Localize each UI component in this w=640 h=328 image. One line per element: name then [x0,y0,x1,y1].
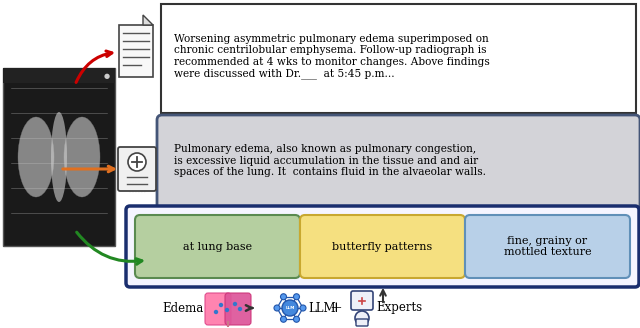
Circle shape [294,294,300,300]
Circle shape [214,310,218,314]
FancyBboxPatch shape [135,215,300,278]
Circle shape [238,307,242,311]
Text: fine, grainy or
mottled texture: fine, grainy or mottled texture [504,236,591,257]
Text: LLM: LLM [285,306,294,310]
Circle shape [294,316,300,322]
Circle shape [219,303,223,307]
FancyBboxPatch shape [3,68,115,83]
Text: Experts: Experts [376,301,422,315]
Text: +: + [330,301,342,315]
FancyBboxPatch shape [356,319,368,326]
Polygon shape [143,15,153,25]
Circle shape [128,153,146,171]
Text: Edema: Edema [162,301,204,315]
Circle shape [274,305,280,311]
FancyBboxPatch shape [118,147,156,191]
FancyBboxPatch shape [126,206,639,287]
Circle shape [280,294,287,300]
Ellipse shape [64,117,100,197]
Text: butterfly patterns: butterfly patterns [332,241,433,252]
FancyBboxPatch shape [465,215,630,278]
FancyBboxPatch shape [351,291,373,310]
Circle shape [280,316,287,322]
FancyBboxPatch shape [225,293,251,325]
FancyBboxPatch shape [161,4,636,113]
FancyBboxPatch shape [300,215,465,278]
Circle shape [233,302,237,306]
Ellipse shape [51,112,67,202]
FancyBboxPatch shape [157,115,640,210]
Circle shape [300,305,306,311]
Text: Worsening asymmetric pulmonary edema superimposed on
chronic centrilobular emphy: Worsening asymmetric pulmonary edema sup… [174,34,490,79]
Circle shape [355,311,369,325]
Ellipse shape [18,117,54,197]
Text: Pulmonary edema, also known as pulmonary congestion,
is excessive liquid accumul: Pulmonary edema, also known as pulmonary… [174,144,486,177]
FancyBboxPatch shape [205,293,231,325]
Text: LLM: LLM [308,301,335,315]
FancyBboxPatch shape [3,68,115,246]
Text: ●: ● [104,73,110,79]
Circle shape [225,308,229,312]
Circle shape [282,300,298,316]
FancyBboxPatch shape [119,25,153,77]
Text: at lung base: at lung base [183,241,252,252]
